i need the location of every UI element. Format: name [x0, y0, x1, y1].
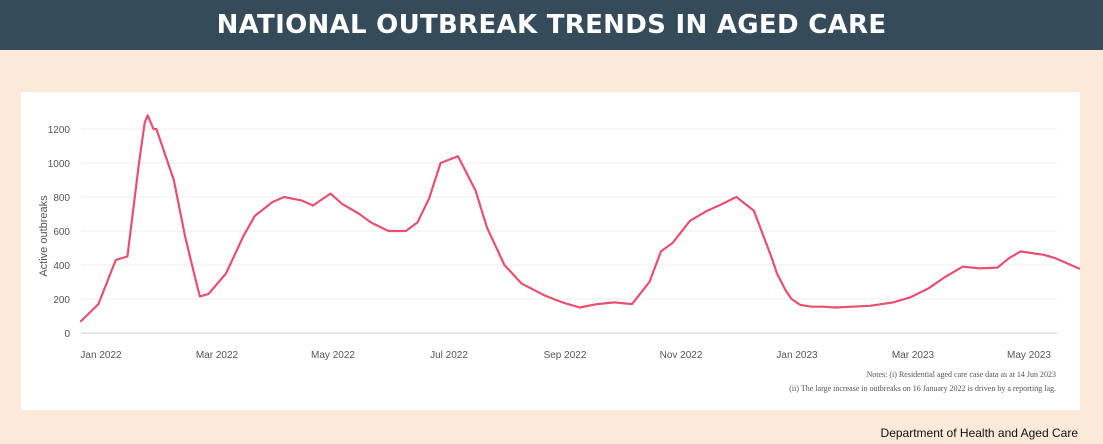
x-tick-label: Nov 2022 — [660, 350, 703, 361]
series-line-active-outbreaks — [79, 114, 1080, 323]
note-line-2: (ii) The large increase in outbreaks on … — [789, 384, 1056, 393]
x-tick-label: May 2022 — [311, 350, 355, 361]
x-tick-label: Mar 2022 — [196, 350, 239, 361]
y-tick-label: 800 — [53, 193, 70, 204]
x-tick-labels: Jan 2022 Mar 2022 May 2022 Jul 2022 Sep 2022… — [80, 350, 1051, 361]
y-tick-label: 200 — [53, 295, 70, 306]
chart-panel: 0 200 400 600 800 1000 1200 Jan 2022 Mar 2022 Ma… — [21, 92, 1080, 410]
x-tick-label: Mar 2023 — [892, 350, 935, 361]
y-tick-label: 0 — [64, 329, 70, 340]
header-bar: NATIONAL OUTBREAK TRENDS IN AGED CARE — [0, 0, 1103, 50]
line-chart: 0 200 400 600 800 1000 1200 Jan 2022 Mar 2022 Ma… — [38, 114, 1080, 361]
y-axis-label: Active outbreaks — [38, 195, 50, 277]
x-tick-label: Jan 2022 — [80, 350, 122, 361]
note-line-1: Notes: (i) Residential aged care case da… — [866, 370, 1057, 379]
y-tick-label: 600 — [53, 227, 70, 238]
y-tick-label: 1200 — [48, 125, 71, 136]
x-tick-label: Sep 2022 — [544, 350, 587, 361]
y-tick-label: 400 — [53, 261, 70, 272]
x-tick-label: Jan 2023 — [776, 350, 818, 361]
x-tick-label: May 2023 — [1007, 350, 1051, 361]
y-tick-label: 1000 — [48, 159, 71, 170]
chart-notes: Notes: (i) Residential aged care case da… — [789, 368, 1056, 396]
grid-lines — [81, 128, 1057, 300]
page-title: NATIONAL OUTBREAK TRENDS IN AGED CARE — [216, 10, 887, 40]
y-tick-labels: 0 200 400 600 800 1000 1200 — [48, 125, 71, 340]
x-tick-label: Jul 2022 — [430, 350, 468, 361]
source-credit: Department of Health and Aged Care — [880, 426, 1078, 440]
